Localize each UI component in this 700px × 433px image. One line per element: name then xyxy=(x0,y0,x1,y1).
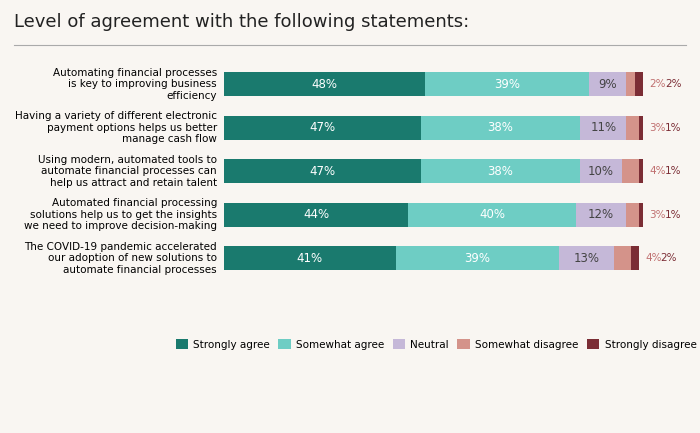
Text: 2%: 2% xyxy=(661,253,677,263)
Text: 3%: 3% xyxy=(650,123,666,133)
Text: 44%: 44% xyxy=(303,208,329,221)
Bar xyxy=(589,72,626,96)
Bar xyxy=(421,159,580,183)
Bar xyxy=(395,246,559,270)
Text: 10%: 10% xyxy=(588,165,614,178)
Bar xyxy=(421,116,580,140)
Bar xyxy=(626,203,639,226)
Bar xyxy=(559,246,614,270)
Bar xyxy=(614,246,631,270)
Text: 2%: 2% xyxy=(665,79,681,89)
Text: 4%: 4% xyxy=(650,166,666,176)
Bar xyxy=(425,72,589,96)
Bar xyxy=(639,116,643,140)
Text: 2%: 2% xyxy=(650,79,666,89)
Text: 38%: 38% xyxy=(488,165,514,178)
Text: 40%: 40% xyxy=(480,208,505,221)
Bar xyxy=(224,159,421,183)
Bar xyxy=(224,203,408,226)
Text: 12%: 12% xyxy=(588,208,614,221)
Text: 13%: 13% xyxy=(573,252,599,265)
Text: 9%: 9% xyxy=(598,78,617,91)
Text: 48%: 48% xyxy=(312,78,337,91)
Text: 39%: 39% xyxy=(494,78,520,91)
Bar xyxy=(224,116,421,140)
Text: 1%: 1% xyxy=(665,210,681,220)
Text: 1%: 1% xyxy=(665,123,681,133)
Text: 39%: 39% xyxy=(465,252,491,265)
Bar xyxy=(626,72,635,96)
Bar xyxy=(639,159,643,183)
Bar xyxy=(635,72,643,96)
Bar xyxy=(639,203,643,226)
Bar xyxy=(631,246,639,270)
Text: 38%: 38% xyxy=(488,121,514,134)
Text: 47%: 47% xyxy=(309,121,335,134)
Text: 3%: 3% xyxy=(650,210,666,220)
Text: 11%: 11% xyxy=(590,121,616,134)
Text: 41%: 41% xyxy=(297,252,323,265)
Bar xyxy=(580,116,626,140)
Text: 4%: 4% xyxy=(645,253,661,263)
Text: 47%: 47% xyxy=(309,165,335,178)
Legend: Strongly agree, Somewhat agree, Neutral, Somewhat disagree, Strongly disagree: Strongly agree, Somewhat agree, Neutral,… xyxy=(172,335,700,354)
Bar xyxy=(580,159,622,183)
Text: 1%: 1% xyxy=(665,166,681,176)
Bar xyxy=(622,159,639,183)
Text: Level of agreement with the following statements:: Level of agreement with the following st… xyxy=(14,13,469,31)
Bar xyxy=(626,116,639,140)
Bar xyxy=(224,72,425,96)
Bar xyxy=(408,203,576,226)
Bar xyxy=(224,246,396,270)
Bar xyxy=(576,203,627,226)
